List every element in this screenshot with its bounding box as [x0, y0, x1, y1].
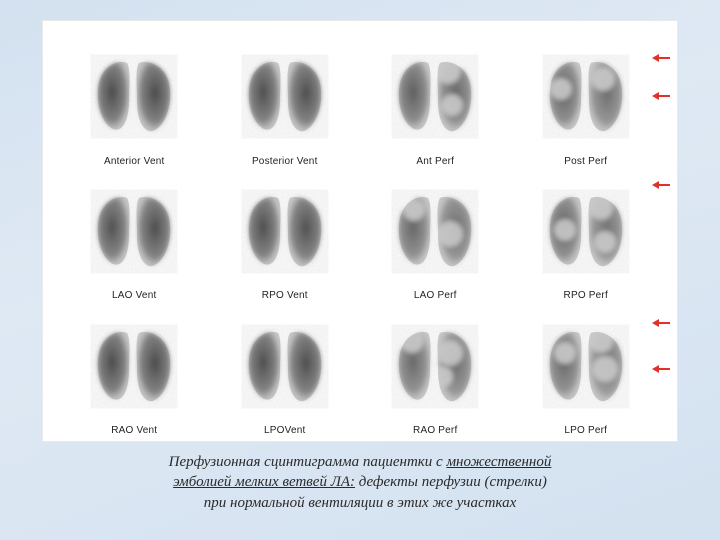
scan-image	[516, 305, 657, 422]
scan-image	[215, 36, 356, 153]
scan-image	[365, 305, 506, 422]
scan-label: LAO Perf	[414, 290, 457, 301]
scan-cell-r3c3: RAO Perf	[365, 305, 506, 436]
defect-arrow-icon	[652, 54, 670, 62]
scan-label: LPO Perf	[564, 425, 607, 436]
defect-arrow-icon	[652, 365, 670, 373]
scan-cell-r2c1: LAO Vent	[64, 171, 205, 302]
defect-arrow-icon	[652, 92, 670, 100]
scan-cell-r3c1: RAO Vent	[64, 305, 205, 436]
scan-image	[365, 171, 506, 288]
scan-label: RAO Perf	[413, 425, 457, 436]
scan-image	[64, 305, 205, 422]
scintigram-panel: Anterior Vent Posterior Vent	[42, 20, 678, 442]
scan-image	[516, 36, 657, 153]
scan-cell-r3c4: LPO Perf	[516, 305, 657, 436]
scan-image	[215, 305, 356, 422]
scan-label: Post Perf	[564, 156, 607, 167]
caption-ul-1: множественной	[446, 454, 551, 470]
scan-label: LAO Vent	[112, 290, 156, 301]
scan-label: Anterior Vent	[104, 156, 164, 167]
scan-image	[64, 36, 205, 153]
scan-cell-r1c4: Post Perf	[516, 36, 657, 167]
scan-cell-r3c2: LPOVent	[215, 305, 356, 436]
caption: Перфузионная сцинтиграмма пациентки с мн…	[42, 452, 678, 513]
scan-cell-r1c3: Ant Perf	[365, 36, 506, 167]
scan-label: RAO Vent	[111, 425, 157, 436]
scan-label: LPOVent	[264, 425, 305, 436]
scan-cell-r1c1: Anterior Vent	[64, 36, 205, 167]
slide: Anterior Vent Posterior Vent	[0, 0, 720, 540]
scan-label: RPO Perf	[564, 290, 608, 301]
scan-cell-r2c2: RPO Vent	[215, 171, 356, 302]
scan-image	[215, 171, 356, 288]
scan-cell-r1c2: Posterior Vent	[215, 36, 356, 167]
scan-cell-r2c4: RPO Perf	[516, 171, 657, 302]
scan-cell-r2c3: LAO Perf	[365, 171, 506, 302]
caption-text-1: Перфузионная сцинтиграмма пациентки с	[169, 454, 447, 470]
scan-label: Posterior Vent	[252, 156, 318, 167]
caption-text-3: при нормальной вентиляции в этих же учас…	[204, 495, 516, 511]
scan-image	[64, 171, 205, 288]
defect-arrow-icon	[652, 319, 670, 327]
scan-label: RPO Vent	[262, 290, 308, 301]
defect-arrow-icon	[652, 181, 670, 189]
scan-label: Ant Perf	[416, 156, 454, 167]
scan-image	[516, 171, 657, 288]
caption-text-2: дефекты перфузии (стрелки)	[355, 474, 547, 490]
caption-ul-2: эмболией мелких ветвей ЛА:	[173, 474, 355, 490]
scan-image	[365, 36, 506, 153]
